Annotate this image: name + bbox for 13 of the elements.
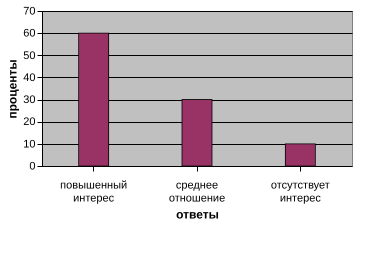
x-tick-label: повышенный интерес (60, 180, 128, 204)
y-tick-label: 30 (23, 94, 36, 106)
y-tick-label: 50 (23, 50, 36, 62)
y-tick-label: 60 (23, 28, 36, 40)
y-axis-title: проценты (5, 59, 20, 119)
x-tick-label: отсутствует интерес (270, 180, 330, 204)
x-tick-label: среднее отношение (168, 180, 226, 204)
y-tick-label: 10 (23, 138, 36, 150)
y-tick-label: 20 (23, 116, 36, 128)
x-axis-title: ответы (176, 208, 219, 222)
y-tick-label: 40 (23, 72, 36, 84)
y-tick-label: 0 (29, 160, 36, 172)
y-tick-label: 70 (23, 6, 36, 18)
